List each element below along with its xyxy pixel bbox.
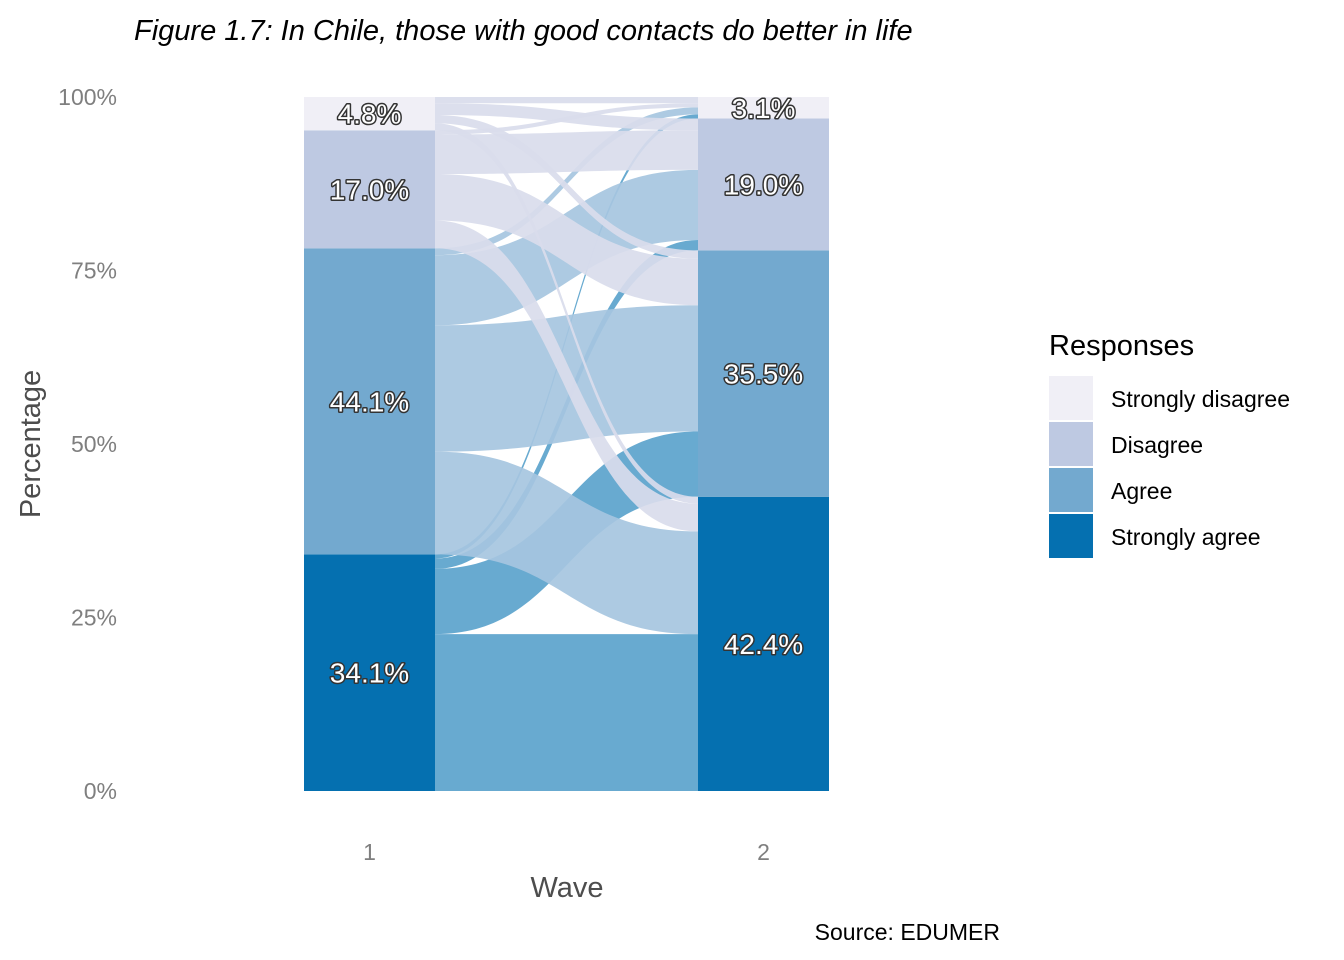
y-axis-ticks: 0% 25% 50% 75% 100% [58, 84, 117, 804]
y-tick-label: 0% [84, 778, 117, 804]
source-caption: Source: EDUMER [815, 919, 1000, 945]
bar-label-strongly-agree-wave-1: 34.1% [330, 658, 409, 689]
bar-disagree-wave-2 [698, 118, 829, 251]
bar-disagree-wave-1 [304, 130, 435, 249]
legend-label-disagree: Disagree [1111, 432, 1203, 458]
flow-strongly-disagree-to-strongly-agree [435, 123, 698, 504]
bar-strongly-disagree-wave-2 [698, 97, 829, 119]
flow-disagree-to-strongly-agree [435, 220, 698, 532]
flow-agree-to-strongly-disagree [435, 107, 698, 256]
bar-label-disagree-wave-1: 17.0% [330, 174, 409, 205]
bar-label-agree-wave-2: 35.5% [724, 359, 803, 390]
bar-agree-wave-1 [304, 248, 435, 555]
legend-label-strongly-agree: Strongly agree [1111, 524, 1261, 550]
bar-label-strongly-agree-wave-2: 42.4% [724, 629, 803, 660]
bar-strongly-agree-wave-2 [698, 496, 829, 791]
legend-title: Responses [1049, 330, 1194, 362]
bar-label-agree-wave-1: 44.1% [330, 386, 409, 417]
x-tick-label: 1 [363, 839, 376, 865]
legend-key-strongly-agree [1049, 514, 1093, 558]
legend-key-strongly-disagree [1049, 376, 1093, 420]
legend: Strongly disagree Disagree Agree Strongly a… [1049, 376, 1290, 558]
bar-agree-wave-2 [698, 250, 829, 497]
flow-strongly-agree-to-strongly-agree [435, 634, 698, 791]
y-tick-label: 25% [71, 605, 117, 631]
flow-strongly-disagree-to-agree [435, 115, 698, 259]
bar-layer [304, 97, 829, 791]
legend-label-agree: Agree [1111, 478, 1172, 504]
legend-key-disagree [1049, 422, 1093, 466]
flow-agree-to-strongly-agree [435, 451, 698, 635]
y-tick-label: 75% [71, 258, 117, 284]
y-tick-label: 100% [58, 84, 117, 110]
flow-layer [435, 97, 698, 791]
y-tick-label: 50% [71, 431, 117, 457]
bar-label-disagree-wave-2: 19.0% [724, 169, 803, 200]
bar-label-strongly-disagree-wave-2: 3.1% [732, 93, 796, 124]
chart-title: Figure 1.7: In Chile, those with good co… [134, 15, 913, 47]
x-axis-label: Wave [530, 872, 603, 904]
legend-label-strongly-disagree: Strongly disagree [1111, 386, 1290, 412]
x-tick-label: 2 [757, 839, 770, 865]
flow-disagree-to-agree [435, 174, 698, 306]
bar-label-strongly-disagree-wave-1: 4.8% [338, 99, 402, 130]
y-axis-label: Percentage [15, 370, 47, 518]
bar-strongly-disagree-wave-1 [304, 97, 435, 131]
bar-strongly-agree-wave-1 [304, 554, 435, 791]
bar-label-layer: 34.1% 44.1% 17.0% 4.8% 42.4% 35.5% 19.0% 3.1% [328, 91, 804, 690]
flow-strongly-disagree-to-strongly-disagree [435, 97, 698, 104]
legend-key-agree [1049, 468, 1093, 512]
flow-strongly-disagree-to-disagree [435, 103, 698, 131]
